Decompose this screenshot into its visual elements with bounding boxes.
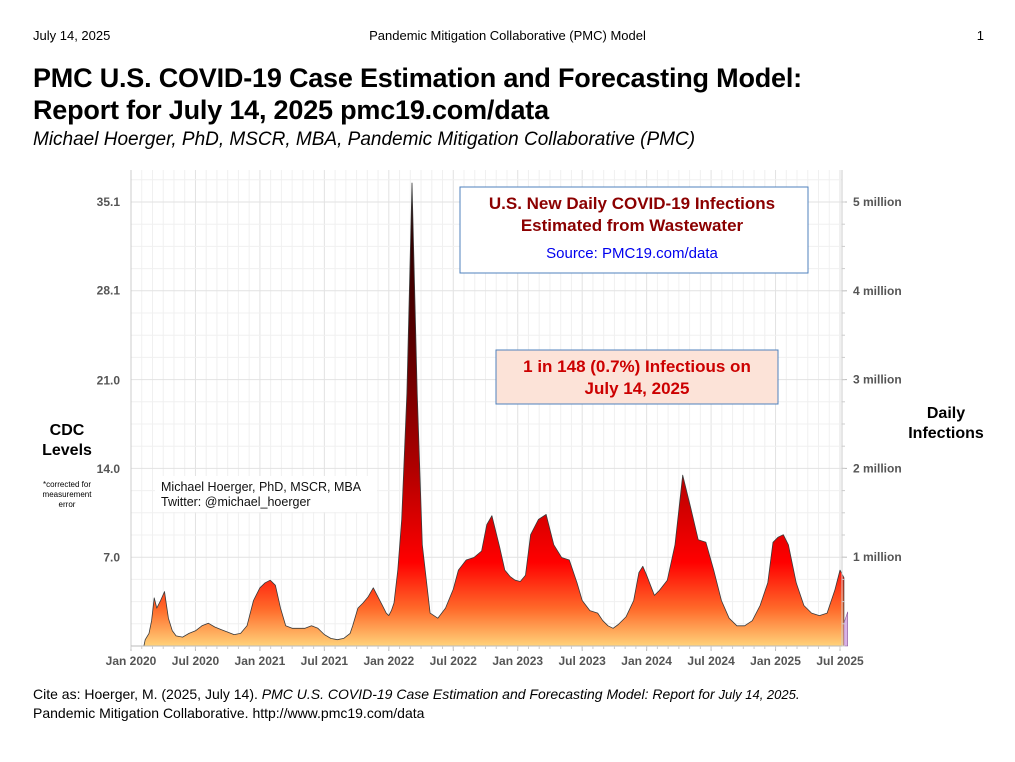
citation-date: July 14, 2025 (718, 687, 796, 702)
left-tick-label: 7.0 (103, 550, 120, 564)
left-axis-title-line1: CDC (50, 422, 85, 439)
chart-title-box (459, 186, 809, 274)
citation-line1: Cite as: Hoerger, M. (2025, July 14). PM… (33, 685, 800, 704)
credit-line2: Twitter: @michael_hoerger (161, 495, 311, 509)
callout-box (495, 349, 779, 405)
page-title: PMC U.S. COVID-19 Case Estimation and Fo… (33, 62, 802, 126)
x-tick-label: Jul 2020 (172, 654, 220, 668)
left-axis-note-line1: *corrected for (43, 480, 91, 489)
x-tick-label: Jan 2023 (492, 654, 543, 668)
left-axis-ticks: 7.0 14.0 21.0 28.1 35.1 (97, 195, 121, 564)
right-axis-title-line1: Daily (927, 405, 965, 422)
left-axis-note-line3: error (59, 500, 76, 509)
header-title: Pandemic Mitigation Collaborative (PMC) … (369, 28, 646, 43)
left-tick-label: 21.0 (97, 373, 121, 387)
page-number: 1 (976, 28, 984, 43)
x-axis-ticks: Jan 2020 Jul 2020 Jan 2021 Jul 2021 Jan 2022… (106, 646, 864, 668)
credit-bg (155, 476, 377, 512)
citation-line2: Pandemic Mitigation Collaborative. http:… (33, 705, 425, 721)
forecast-area (843, 611, 848, 647)
right-tick-label: 4 million (853, 284, 902, 298)
left-axis-title-line2: Levels (42, 442, 92, 459)
credit-line1: Michael Hoerger, PhD, MSCR, MBA (161, 480, 362, 494)
header-date: July 14, 2025 (33, 28, 111, 43)
x-tick-label: Jul 2025 (816, 654, 864, 668)
citation-prefix: Cite as: Hoerger, M. (2025, July 14). (33, 686, 262, 702)
x-tick-label: Jan 2024 (621, 654, 672, 668)
x-tick-label: Jul 2022 (430, 654, 478, 668)
right-tick-label: 2 million (853, 461, 902, 475)
left-tick-label: 14.0 (97, 462, 121, 476)
callout-line2: July 14, 2025 (585, 379, 690, 398)
x-tick-label: Jan 2020 (106, 654, 157, 668)
left-tick-label: 28.1 (97, 284, 121, 298)
x-tick-label: Jan 2021 (235, 654, 286, 668)
right-axis-title-line2: Infections (908, 425, 984, 442)
citation-title: PMC U.S. COVID-19 Case Estimation and Fo… (261, 686, 719, 702)
right-tick-label: 3 million (853, 373, 902, 387)
chart-source: Source: PMC19.com/data (546, 245, 718, 262)
x-tick-label: Jan 2022 (363, 654, 414, 668)
x-tick-label: Jul 2023 (558, 654, 606, 668)
page-subtitle: Michael Hoerger, PhD, MSCR, MBA, Pandemi… (33, 129, 696, 150)
chart-title-text-a: U.S. New Daily COVID-19 Infections (489, 194, 775, 213)
right-tick-label: 1 million (853, 550, 902, 564)
left-axis-note-line2: measurement (43, 490, 93, 499)
citation: Cite as: Hoerger, M. (2025, July 14). PM… (33, 685, 800, 722)
citation-end: . (795, 686, 800, 702)
right-tick-label: 5 million (853, 195, 902, 209)
chart-title-text-b: Estimated from Wastewater (521, 216, 744, 235)
left-tick-label: 35.1 (97, 195, 121, 209)
area-layer (143, 182, 848, 647)
x-tick-label: Jul 2021 (301, 654, 349, 668)
chart-title-line1: U.S. New Daily COVID-19 Infections Estima… (489, 194, 775, 235)
right-axis-ticks: 1 million 2 million 3 million 4 million 5 mi… (842, 195, 902, 647)
callout-line1: 1 in 148 (0.7%) Infectious on (523, 357, 751, 376)
x-tick-label: Jan 2025 (750, 654, 801, 668)
x-tick-label: Jul 2024 (687, 654, 735, 668)
infections-area (143, 182, 845, 647)
page-title-line1: PMC U.S. COVID-19 Case Estimation and Fo… (33, 63, 802, 93)
page-title-line2: Report for July 14, 2025 pmc19.com/data (33, 95, 549, 125)
